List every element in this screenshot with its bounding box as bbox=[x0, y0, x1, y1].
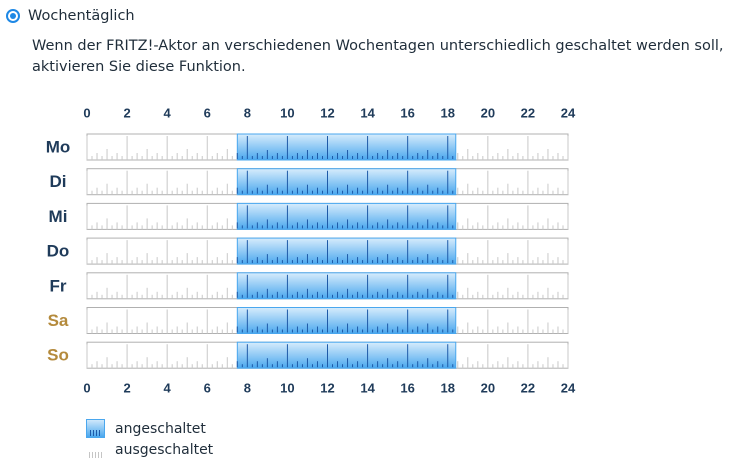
hour-label-top: 20 bbox=[481, 105, 495, 120]
day-row[interactable]: Sa bbox=[48, 307, 569, 334]
hour-label-top: 10 bbox=[280, 105, 294, 120]
hour-label-top: 12 bbox=[320, 105, 334, 120]
hour-label-bottom: 24 bbox=[561, 380, 576, 395]
on-interval-bar[interactable] bbox=[236, 202, 457, 230]
hour-label-top: 4 bbox=[164, 105, 172, 120]
on-interval-bar[interactable] bbox=[236, 272, 457, 300]
weekly-option-label: Wochentäglich bbox=[28, 8, 135, 24]
hour-label-bottom: 12 bbox=[320, 380, 334, 395]
legend-on-label: angeschaltet bbox=[115, 420, 206, 437]
day-label: Sa bbox=[48, 311, 69, 330]
day-row[interactable]: Fr bbox=[50, 272, 569, 300]
radio-selected-dot bbox=[10, 13, 16, 19]
hour-label-bottom: 18 bbox=[441, 380, 455, 395]
day-row[interactable]: Do bbox=[47, 237, 569, 265]
day-row[interactable]: Mi bbox=[49, 202, 569, 230]
on-interval-bar[interactable] bbox=[236, 168, 457, 196]
legend-on-swatch bbox=[86, 419, 105, 438]
hour-label-bottom: 20 bbox=[481, 380, 495, 395]
weekly-description: Wenn der FRITZ!-Aktor an verschiedenen W… bbox=[32, 38, 724, 75]
legend-off-label: ausgeschaltet bbox=[115, 441, 214, 458]
weekly-option[interactable]: Wochentäglich bbox=[6, 5, 135, 27]
day-label: So bbox=[47, 346, 69, 365]
day-label: Fr bbox=[50, 276, 67, 295]
hour-label-bottom: 10 bbox=[280, 380, 294, 395]
hour-label-top: 2 bbox=[123, 105, 130, 120]
hour-label-top: 8 bbox=[244, 105, 251, 120]
on-interval-bar[interactable] bbox=[236, 307, 457, 334]
hour-label-top: 0 bbox=[83, 105, 90, 120]
on-interval-bar[interactable] bbox=[236, 341, 457, 369]
day-row[interactable]: Mo bbox=[46, 133, 569, 161]
legend-on-item: angeschaltet bbox=[86, 419, 206, 438]
hour-label-top: 24 bbox=[561, 105, 576, 120]
hour-label-bottom: 6 bbox=[204, 380, 211, 395]
legend-off-swatch bbox=[86, 440, 105, 459]
hour-label-top: 22 bbox=[521, 105, 535, 120]
on-interval-bar[interactable] bbox=[236, 133, 457, 161]
weekly-radio-button[interactable] bbox=[6, 9, 20, 23]
hour-label-top: 16 bbox=[400, 105, 414, 120]
day-label: Di bbox=[50, 172, 67, 191]
hour-label-bottom: 0 bbox=[83, 380, 90, 395]
day-row[interactable]: Di bbox=[50, 168, 569, 196]
hour-label-bottom: 22 bbox=[521, 380, 535, 395]
legend-off-item: ausgeschaltet bbox=[86, 440, 213, 459]
hour-label-bottom: 16 bbox=[400, 380, 414, 395]
day-label: Mo bbox=[46, 137, 71, 156]
hour-label-bottom: 2 bbox=[123, 380, 130, 395]
day-row[interactable]: So bbox=[47, 341, 569, 369]
hour-label-bottom: 14 bbox=[360, 380, 375, 395]
hour-label-bottom: 8 bbox=[244, 380, 251, 395]
hour-label-top: 14 bbox=[360, 105, 375, 120]
on-interval-bar[interactable] bbox=[236, 237, 457, 265]
day-label: Do bbox=[47, 242, 70, 261]
hour-label-top: 6 bbox=[204, 105, 211, 120]
hour-label-top: 18 bbox=[441, 105, 455, 120]
day-label: Mi bbox=[49, 207, 68, 226]
hour-label-bottom: 4 bbox=[164, 380, 172, 395]
